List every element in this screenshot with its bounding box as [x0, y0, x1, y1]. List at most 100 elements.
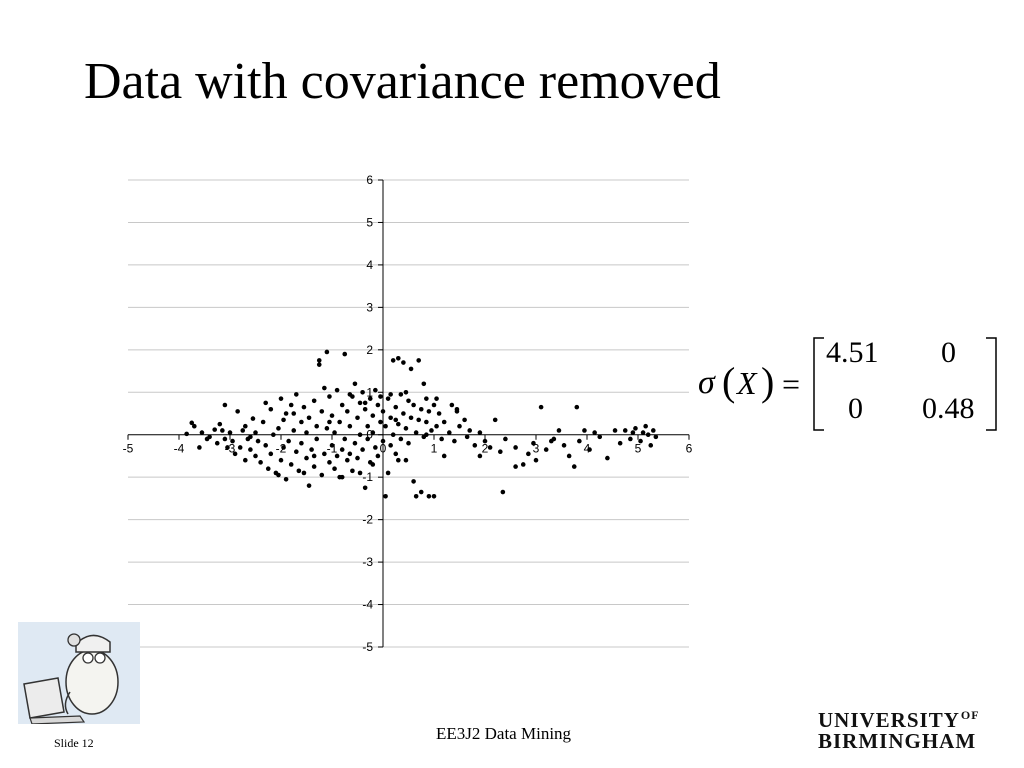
data-point	[253, 453, 258, 459]
data-point	[253, 430, 258, 435]
data-point	[651, 428, 656, 433]
x-tick-label: -1	[327, 442, 338, 456]
data-point	[436, 411, 442, 416]
data-point	[612, 428, 618, 433]
data-point	[416, 417, 422, 423]
data-point	[571, 464, 577, 469]
variable-x: X	[737, 365, 757, 401]
y-tick-label: -4	[362, 598, 373, 612]
data-point	[309, 447, 314, 452]
data-point	[278, 457, 284, 463]
data-point	[332, 466, 337, 471]
data-point	[416, 358, 422, 363]
data-point	[434, 423, 439, 429]
data-point	[222, 402, 228, 408]
data-point	[378, 394, 383, 399]
x-tick-label: -3	[225, 442, 236, 456]
data-point	[345, 457, 350, 463]
data-point	[339, 447, 345, 452]
data-point	[617, 440, 623, 446]
gridlines	[128, 179, 689, 648]
data-point	[421, 381, 427, 387]
data-point	[383, 493, 388, 499]
data-point	[362, 485, 368, 491]
data-point	[388, 443, 393, 448]
matrix-cell-0-1: 0	[941, 336, 956, 369]
data-point	[314, 436, 320, 442]
data-point	[477, 453, 483, 459]
x-tick-label: 2	[482, 442, 489, 456]
data-point	[243, 457, 248, 463]
data-point	[316, 358, 322, 363]
data-point	[263, 400, 269, 406]
data-point	[276, 426, 281, 431]
data-point	[301, 470, 307, 476]
data-point	[278, 396, 284, 401]
data-point	[429, 428, 434, 433]
covariance-equation: σ ( X ) = 4.51 0 0 0.48	[696, 334, 1006, 434]
data-point	[360, 447, 365, 452]
y-tick-label: -2	[362, 513, 373, 527]
data-point	[327, 394, 332, 399]
data-point	[347, 451, 353, 457]
slide-number: Slide 12	[54, 736, 94, 750]
data-point	[441, 453, 447, 459]
data-point	[375, 402, 381, 408]
data-point	[217, 421, 223, 427]
data-point	[299, 440, 304, 446]
data-point	[380, 409, 386, 414]
data-point	[281, 417, 286, 423]
data-point	[500, 489, 506, 495]
y-tick-label: 4	[366, 258, 373, 272]
data-point	[447, 430, 452, 435]
data-point	[304, 430, 309, 435]
x-tick-label: 3	[533, 442, 540, 456]
data-point	[406, 398, 411, 404]
data-point	[240, 428, 246, 433]
data-point	[232, 451, 238, 457]
data-point	[339, 474, 345, 480]
data-points	[184, 349, 659, 499]
data-point	[408, 415, 414, 421]
data-point	[633, 426, 638, 431]
data-point	[398, 392, 404, 397]
data-point	[207, 434, 212, 440]
data-point	[263, 443, 269, 448]
data-point	[396, 457, 401, 463]
data-point	[276, 472, 281, 478]
data-point	[299, 419, 304, 425]
data-point	[337, 419, 342, 425]
data-point	[304, 455, 309, 461]
data-point	[352, 381, 358, 387]
axes	[127, 179, 690, 648]
data-point	[385, 396, 391, 401]
data-point	[319, 472, 325, 478]
data-point	[520, 462, 526, 467]
data-point	[324, 349, 330, 355]
data-point	[268, 451, 274, 457]
data-point	[324, 426, 330, 431]
data-point	[362, 400, 368, 406]
data-point	[556, 428, 562, 433]
data-point	[503, 436, 508, 442]
data-point	[235, 409, 240, 414]
y-tick-label: 5	[366, 215, 373, 229]
data-point	[306, 415, 312, 421]
data-point	[628, 436, 633, 442]
data-point	[587, 447, 592, 452]
data-point	[225, 445, 230, 450]
data-point	[327, 419, 332, 425]
data-point	[549, 438, 554, 444]
y-tick-label: -1	[362, 470, 373, 484]
data-point	[283, 477, 289, 482]
data-point	[413, 493, 419, 499]
data-point	[362, 406, 368, 412]
data-point	[396, 421, 401, 427]
x-tick-label: 1	[431, 442, 438, 456]
data-point	[378, 419, 383, 425]
data-point	[237, 445, 243, 450]
data-point	[574, 404, 580, 410]
data-point	[327, 460, 332, 465]
